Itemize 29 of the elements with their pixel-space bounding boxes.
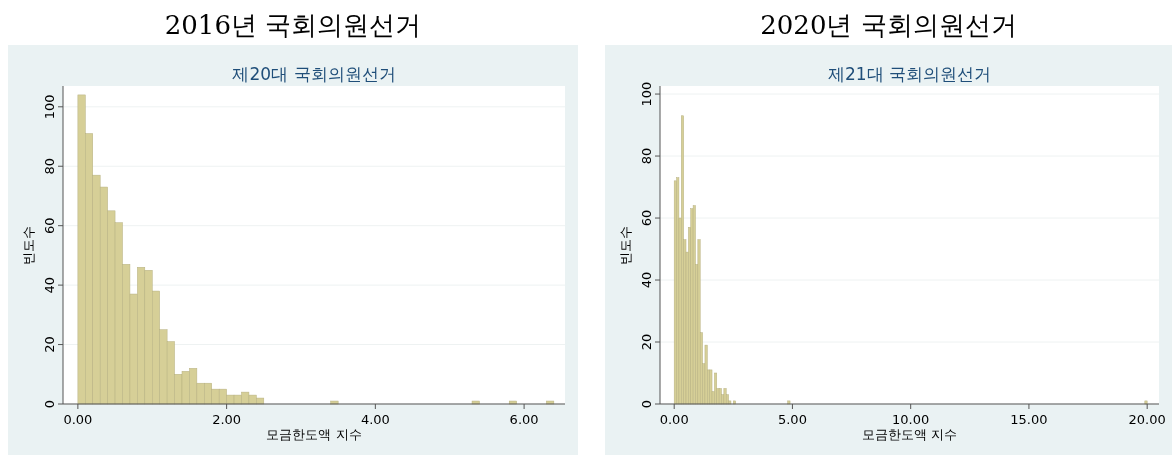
- x-tick-label: 0.00: [659, 412, 689, 427]
- x-tick-label: 10.00: [892, 412, 930, 427]
- y-tick-label: 40: [639, 271, 654, 289]
- x-tick-label: 5.00: [777, 412, 807, 427]
- chart-title: 2016년 국회의원선거: [164, 10, 422, 40]
- chart-subtitle: 제21대 국회의원선거: [827, 64, 992, 84]
- y-tick-label: 60: [639, 209, 654, 227]
- x-tick-label: 6.00: [509, 412, 539, 427]
- x-tick-label: 15.00: [1010, 412, 1048, 427]
- y-tick-label: 20: [42, 336, 57, 353]
- y-tick-label: 0: [639, 399, 654, 409]
- x-tick-label: 20.00: [1128, 412, 1166, 427]
- y-tick-label: 0: [42, 399, 57, 409]
- x-axis-title: 모금한도액 지수: [861, 427, 958, 442]
- y-axis-title: 빈도수: [618, 225, 633, 265]
- y-tick-label: 60: [42, 217, 57, 234]
- y-tick-label: 20: [639, 333, 654, 351]
- y-tick-label: 100: [42, 94, 57, 120]
- y-tick-label: 100: [639, 81, 654, 107]
- y-tick-label: 80: [42, 157, 57, 175]
- y-tick-label: 80: [639, 147, 654, 165]
- x-tick-label: 4.00: [360, 412, 390, 427]
- y-axis-title: 빈도수: [21, 225, 36, 265]
- x-tick-label: 2.00: [212, 412, 242, 427]
- x-axis-title: 모금한도액 지수: [266, 427, 362, 442]
- chart-subtitle: 제20대 국회의원선거: [232, 64, 396, 84]
- y-tick-label: 40: [42, 276, 57, 294]
- chart-title: 2020년 국회의원선거: [760, 10, 1017, 40]
- x-tick-label: 0.00: [63, 412, 93, 427]
